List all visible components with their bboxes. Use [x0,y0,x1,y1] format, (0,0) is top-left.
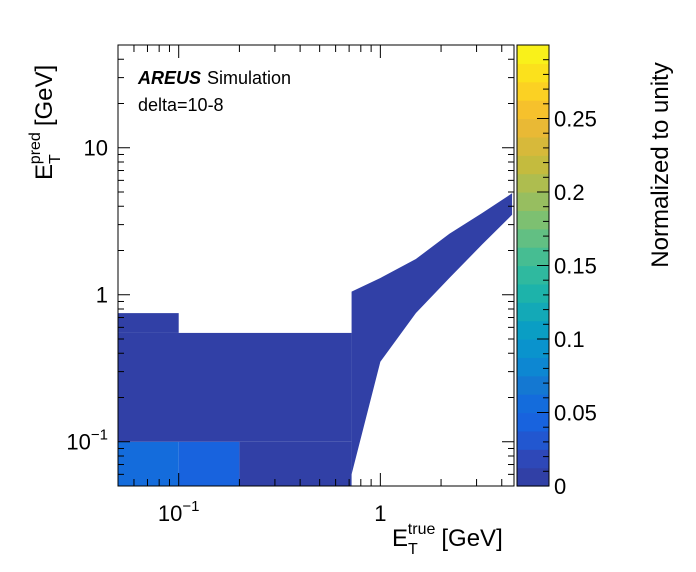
annotation-line1: AREUS Simulation [137,68,291,88]
color-scale-step [517,467,549,487]
y-axis-label-sup: pred [27,132,44,164]
color-scale-bar [517,45,549,487]
heatmap-cells [118,313,352,486]
heatmap-cell [118,332,352,442]
color-scale-step [517,155,549,175]
annotation-line2: delta=10-8 [138,95,224,115]
y-axis-label-unit: [GeV] [31,65,58,126]
heatmap-cell [178,441,240,486]
color-scale-step [517,228,549,248]
color-scale-step [517,247,549,267]
color-scale-step [517,339,549,358]
color-scale-step [517,375,549,395]
color-scale-step [517,63,549,83]
y-tick-label: 10−1 [66,427,108,455]
y-tick-label: 1 [96,283,108,308]
color-scale-tick-label: 0.25 [554,107,597,132]
color-scale-step [517,394,549,414]
color-scale-label-text: Normalized to unity [647,62,674,267]
x-axis-ticks: 10−1 1 [117,45,503,526]
heatmap-band [351,193,513,475]
color-scale-tick-label: 0.05 [554,401,597,426]
heatmap-diagonal-band [351,193,513,475]
color-scale-step [517,283,549,303]
color-scale-step [517,430,549,450]
x-axis-label-unit: [GeV] [441,525,502,552]
color-scale-step [517,449,549,469]
color-scale-step [517,210,549,230]
color-scale-step [517,118,549,138]
x-axis-label: ETtrue [GeV] [392,521,503,558]
y-tick-label: 10 [84,136,108,161]
color-scale-step [517,265,549,285]
annotation-brand: AREUS [137,68,201,88]
y-axis-label: ETpred [GeV] [27,65,64,180]
annotation-subtitle: Simulation [207,68,291,88]
heatmap-cell [118,313,179,333]
color-scale-step [517,357,549,377]
color-scale-ticks: 0 0.05 0.1 0.15 0.2 0.25 [537,59,597,499]
color-scale-step [517,136,549,156]
heatmap-cell [239,441,352,486]
x-axis-label-sub: T [408,541,418,558]
color-scale-step [517,173,549,193]
color-scale-step [517,100,549,120]
svg-text:ETpred[GeV]: ETpred [GeV] [27,65,64,180]
color-scale-step [517,81,549,101]
y-axis-label-main: E [31,164,58,180]
x-axis-label-sup: true [408,521,436,538]
plot-frame [117,44,515,487]
y-axis-ticks: 10−1 1 10 [66,44,514,487]
color-scale-step [517,320,549,340]
color-scale-step [517,302,549,322]
color-scale-label: Normalized to unity [647,62,674,267]
heatmap-cell [118,441,179,486]
color-scale-step [517,412,549,432]
color-scale-tick-label: 0.15 [554,254,597,279]
color-scale-step [517,192,549,211]
x-tick-label: 1 [374,501,386,526]
y-axis-label-sub: T [47,154,64,164]
color-scale-step [517,45,549,64]
color-scale-tick-label: 0.1 [554,327,585,352]
x-tick-label: 10−1 [158,498,200,526]
x-axis-label-main: E [392,525,408,552]
color-scale-tick-label: 0 [554,474,566,499]
color-scale-tick-label: 0.2 [554,180,585,205]
